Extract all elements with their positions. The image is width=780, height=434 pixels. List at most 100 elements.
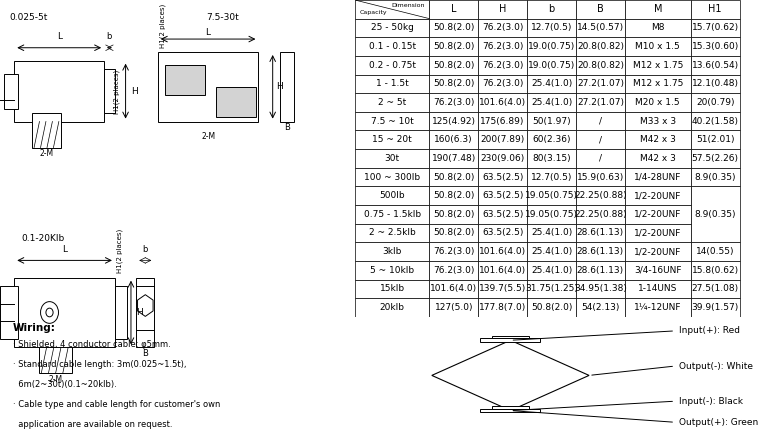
Bar [478,168,527,186]
Bar [625,93,691,112]
Polygon shape [432,340,589,411]
Bar [527,242,576,261]
Bar [691,298,739,317]
Bar [355,298,429,317]
Text: 6m(2~30t)(0.1~20klb).: 6m(2~30t)(0.1~20klb). [12,380,117,389]
Text: 28.6(1.13): 28.6(1.13) [577,247,624,256]
Bar [355,261,429,279]
Bar [527,19,576,37]
Text: 15 ~ 20t: 15 ~ 20t [372,135,412,144]
Text: Input(+): Red: Input(+): Red [679,326,740,335]
Text: 12.7(0.5): 12.7(0.5) [531,23,573,33]
Bar [429,168,478,186]
Bar [165,65,205,95]
Text: B: B [284,123,290,132]
Bar [625,149,691,168]
Bar [576,112,625,131]
Bar [429,56,478,75]
Bar [115,286,127,339]
Bar [527,56,576,75]
Bar [576,261,625,279]
Bar [478,19,527,37]
Bar [261,121,314,173]
Text: 22.25(0.88): 22.25(0.88) [574,210,626,219]
Text: · Shielded, 4 conductor cable: φ5mm.: · Shielded, 4 conductor cable: φ5mm. [12,340,171,349]
Text: M10 x 1.5: M10 x 1.5 [636,42,680,51]
Bar [429,205,478,224]
Text: 0.75 - 1.5klb: 0.75 - 1.5klb [363,210,420,219]
Text: 51(2.01): 51(2.01) [696,135,735,144]
Text: M12 x 1.75: M12 x 1.75 [633,79,683,89]
Bar [429,37,478,56]
Bar [527,261,576,279]
Bar [527,224,576,242]
Text: · Cable type and cable length for customer's own: · Cable type and cable length for custom… [12,400,220,409]
Bar [527,205,576,224]
Bar [355,93,429,112]
Bar [527,298,576,317]
Bar [576,0,625,19]
Text: 20.8(0.82): 20.8(0.82) [577,42,624,51]
Text: 76.2(3.0): 76.2(3.0) [433,266,474,275]
Text: Dimension: Dimension [392,3,425,8]
Text: 139.7(5.5): 139.7(5.5) [479,284,526,293]
Bar [478,186,527,205]
Bar [625,75,691,93]
Bar [691,131,739,149]
Bar [576,93,625,112]
Bar [0,286,18,339]
Bar [691,186,739,242]
Bar [478,75,527,93]
Text: M42 x 3: M42 x 3 [640,135,675,144]
Text: 19.05(0.75): 19.05(0.75) [525,191,578,200]
Text: 25.4(1.0): 25.4(1.0) [531,266,573,275]
Bar [478,298,527,317]
Text: 63.5(2.5): 63.5(2.5) [482,228,523,237]
Bar [355,37,429,56]
Bar [478,279,527,298]
Bar [355,242,429,261]
Bar [32,113,61,148]
Text: 175(6.89): 175(6.89) [480,117,525,125]
Bar [625,112,691,131]
Bar [216,87,257,117]
Bar [355,168,429,186]
Text: 2-M: 2-M [40,149,54,158]
Bar [355,279,429,298]
Text: 76.2(3.0): 76.2(3.0) [482,79,523,89]
Text: M12 x 1.75: M12 x 1.75 [633,61,683,70]
Bar [527,93,576,112]
Text: /: / [599,135,602,144]
Bar [625,37,691,56]
Bar [625,224,691,242]
Bar [14,278,115,347]
Text: 7.5-30t: 7.5-30t [206,13,239,22]
Bar [527,75,576,93]
Text: H1(2 places): H1(2 places) [117,229,123,273]
Text: 0.025-5t: 0.025-5t [9,13,48,22]
Text: 76.2(3.0): 76.2(3.0) [482,23,523,33]
Bar [527,279,576,298]
Text: 177.8(7.0): 177.8(7.0) [479,303,526,312]
Text: 28.6(1.13): 28.6(1.13) [577,228,624,237]
Bar [691,168,739,186]
Text: 76.2(3.0): 76.2(3.0) [482,61,523,70]
Bar [429,131,478,149]
Text: H1(2 places): H1(2 places) [160,3,166,48]
Bar [14,61,104,122]
Text: Output(-): White: Output(-): White [679,362,753,371]
Bar [478,56,527,75]
Bar [691,261,739,279]
Bar [355,56,429,75]
Bar [576,298,625,317]
Text: 25.4(1.0): 25.4(1.0) [531,228,573,237]
Text: 1¼-12UNF: 1¼-12UNF [634,303,682,312]
Text: 15.3(0.60): 15.3(0.60) [692,42,739,51]
Text: 27.2(1.07): 27.2(1.07) [577,98,624,107]
Polygon shape [137,295,153,316]
Text: H: H [499,4,506,14]
Bar [576,19,625,37]
Text: H: H [131,87,138,95]
Bar [429,279,478,298]
Text: Input(-): Black: Input(-): Black [679,397,743,406]
